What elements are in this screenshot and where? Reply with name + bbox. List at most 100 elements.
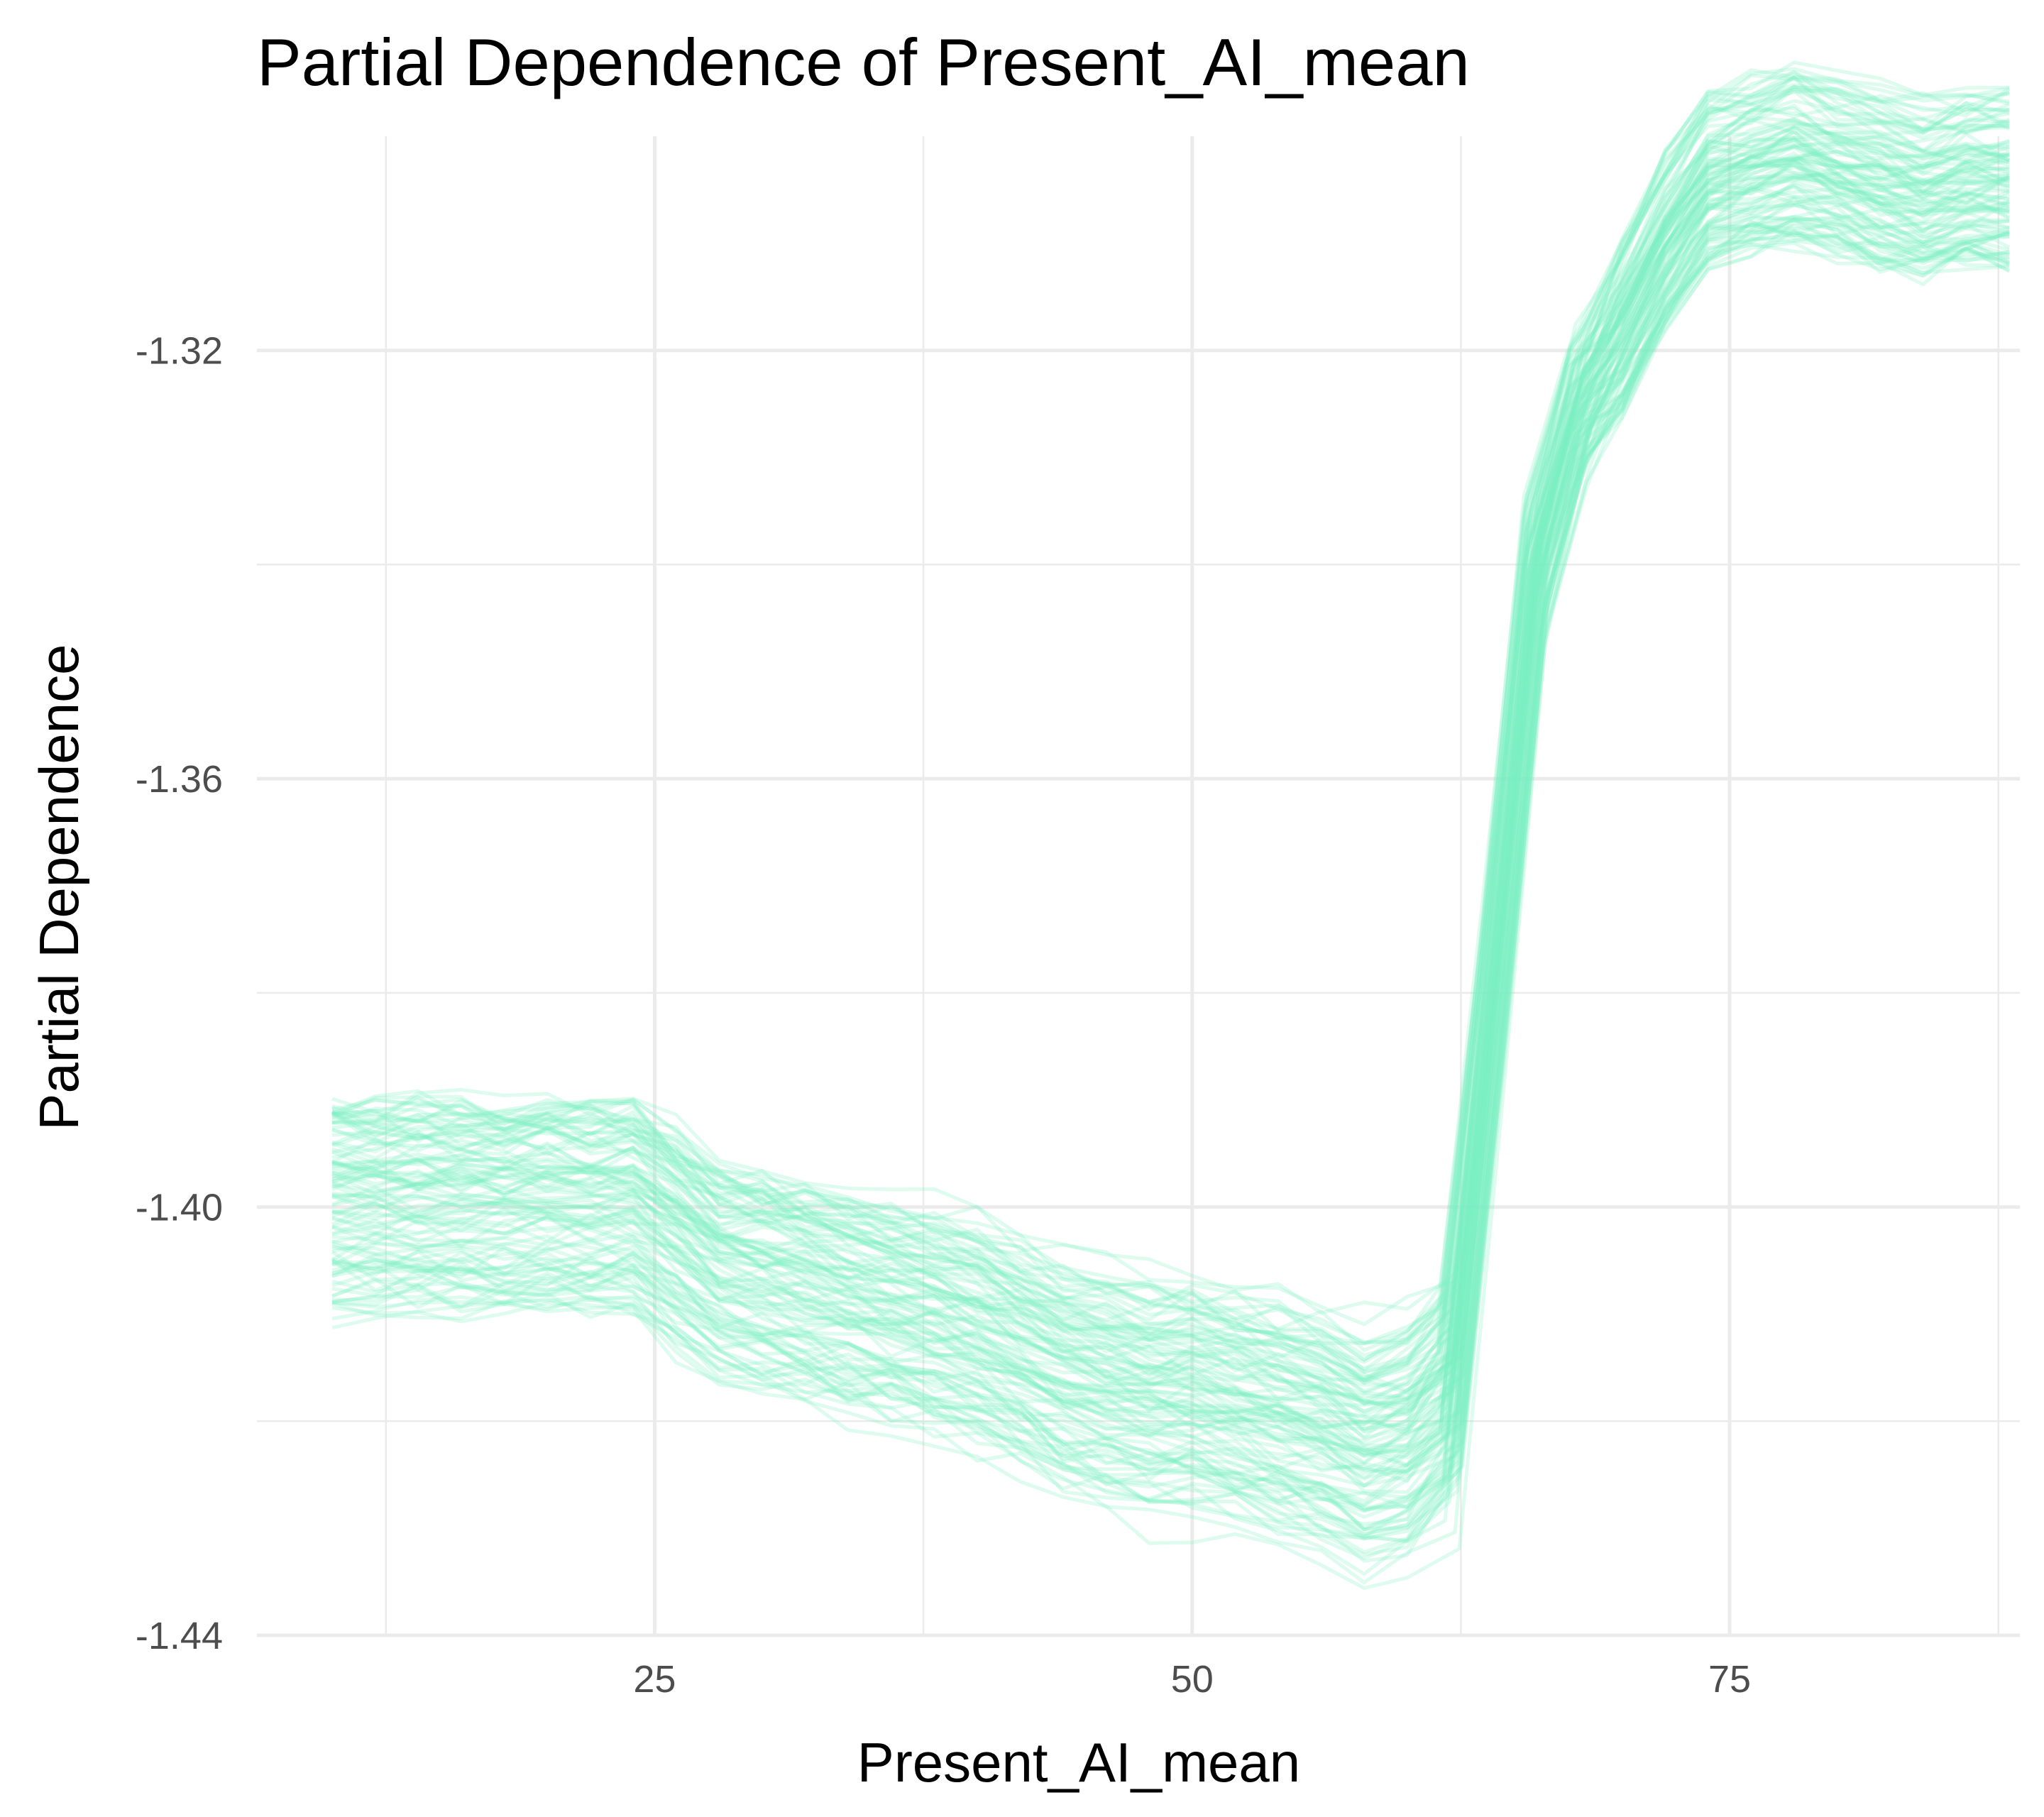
ice-curve	[331, 223, 2010, 1439]
y-tick-label: -1.32	[136, 330, 223, 373]
grid	[257, 136, 2020, 1637]
ice-curve	[331, 76, 2009, 1488]
ice-curve	[331, 84, 2010, 1385]
ice-curve	[331, 229, 2010, 1541]
ice-curve	[331, 117, 2010, 1585]
chart-title: Partial Dependence of Present_AI_mean	[257, 25, 1470, 99]
ice-curve	[331, 163, 2010, 1510]
ice-curve	[331, 221, 2010, 1510]
ice-curve	[331, 205, 2010, 1474]
ice-curve	[331, 104, 2010, 1387]
y-tick-label: -1.36	[136, 758, 223, 801]
ice-curve	[331, 67, 2010, 1457]
ice-curve	[331, 84, 2009, 1371]
ice-curve	[331, 160, 2010, 1563]
ice-curve	[331, 219, 2010, 1468]
ice-curve	[331, 146, 2011, 1407]
ice-curve	[331, 187, 2009, 1362]
ice-curve	[331, 159, 2010, 1473]
ice-curve	[331, 102, 2009, 1426]
ice-curve	[331, 239, 2009, 1429]
ice-curve	[331, 157, 2011, 1345]
ice-curve	[331, 76, 2011, 1427]
ice-curve	[331, 141, 2010, 1383]
ice-curve	[331, 87, 2010, 1467]
ice-curve	[331, 217, 2010, 1488]
ice-curve	[331, 228, 2010, 1345]
x-axis-ticks: 25 50 75	[633, 1658, 1751, 1701]
ice-curve	[331, 129, 2010, 1541]
ice-curve	[331, 187, 2010, 1542]
ice-curve	[331, 214, 2010, 1544]
ice-curve	[331, 126, 2010, 1393]
ice-curve	[331, 203, 2010, 1453]
x-tick-label: 50	[1171, 1658, 1214, 1701]
ice-curve	[331, 89, 2010, 1374]
ice-curve	[331, 138, 2010, 1448]
ice-curve	[331, 141, 2010, 1406]
ice-curve	[331, 182, 2010, 1500]
ice-curve	[331, 162, 2010, 1481]
y-axis-title: Partial Dependence	[28, 644, 90, 1130]
ice-curve	[331, 145, 2010, 1383]
ice-curve	[331, 214, 2010, 1385]
x-axis-title: Present_AI_mean	[857, 1731, 1300, 1794]
ice-curve	[331, 138, 2010, 1590]
ice-curve	[331, 143, 2010, 1530]
ice-curve	[331, 177, 2009, 1539]
ice-curve	[331, 117, 2009, 1519]
ice-curve	[331, 138, 2009, 1531]
ice-curve	[331, 87, 2011, 1471]
ice-curve	[331, 129, 2010, 1456]
ice-curve	[331, 155, 2009, 1415]
ice-curve	[331, 219, 2009, 1513]
ice-curve	[331, 149, 2010, 1434]
ice-curve	[331, 60, 2009, 1406]
ice-curve	[331, 135, 2010, 1444]
ice-curve	[331, 82, 2010, 1393]
y-tick-label: -1.44	[136, 1615, 223, 1657]
ice-curve	[331, 172, 2010, 1402]
ice-curve	[331, 199, 2010, 1432]
ice-curve	[331, 136, 2010, 1372]
ice-curve	[331, 70, 2010, 1560]
ice-curve	[331, 160, 2009, 1513]
ice-curve	[331, 153, 2010, 1357]
ice-curve	[331, 130, 2010, 1459]
ice-curve	[331, 70, 2010, 1433]
ice-curve	[331, 175, 2010, 1512]
ice-curve	[331, 136, 2010, 1345]
ice-curve	[331, 194, 2010, 1315]
ice-curve	[331, 75, 2010, 1511]
ice-curve	[331, 203, 2009, 1346]
ice-curve	[331, 68, 2010, 1476]
ice-curve	[331, 194, 2011, 1362]
ice-curve	[331, 106, 2010, 1508]
ice-curve	[331, 87, 2010, 1374]
ice-curve	[331, 163, 2011, 1494]
ice-curve	[331, 158, 2010, 1557]
ice-curve	[331, 171, 2010, 1507]
ice-curve	[331, 99, 2010, 1424]
ice-curve	[331, 165, 2010, 1400]
ice-curve	[331, 221, 2010, 1437]
x-tick-label: 25	[633, 1658, 676, 1701]
ice-curve	[331, 107, 2010, 1411]
ice-curve	[331, 217, 2010, 1488]
ice-curve	[331, 73, 2010, 1532]
ice-curve	[331, 175, 2011, 1407]
ice-curve	[331, 121, 2010, 1419]
ice-curve	[331, 85, 2010, 1460]
ice-curve	[331, 180, 2010, 1503]
ice-curve	[331, 121, 2010, 1416]
ice-curve	[331, 216, 2010, 1526]
ice-curve	[331, 184, 2009, 1466]
y-axis-ticks: -1.44 -1.40 -1.36 -1.32	[136, 330, 223, 1657]
ice-curves	[331, 60, 2011, 1590]
x-tick-label: 75	[1708, 1658, 1751, 1701]
ice-curve	[331, 144, 2010, 1457]
ice-curve	[331, 242, 2010, 1431]
ice-curve	[331, 233, 2010, 1537]
ice-curve	[331, 185, 2011, 1380]
